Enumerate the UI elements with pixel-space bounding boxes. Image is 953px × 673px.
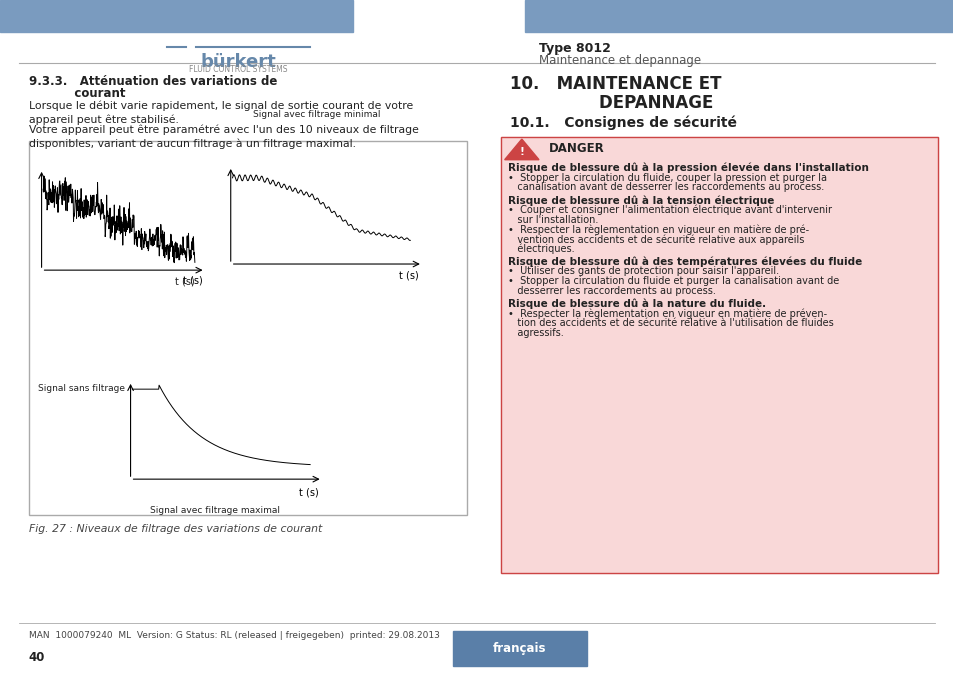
Text: t (s): t (s) bbox=[183, 276, 202, 286]
Bar bbox=[0, 0, 353, 32]
Text: agressifs.: agressifs. bbox=[508, 328, 563, 338]
Text: sur l'installation.: sur l'installation. bbox=[508, 215, 598, 225]
Text: MAN  1000079240  ML  Version: G Status: RL (released | freigegeben)  printed: 29: MAN 1000079240 ML Version: G Status: RL … bbox=[29, 631, 439, 640]
Text: Signal avec filtrage maximal: Signal avec filtrage maximal bbox=[150, 506, 279, 515]
Bar bbox=[29, 141, 467, 515]
Text: bürkert: bürkert bbox=[200, 53, 276, 71]
Text: Risque de blessure dû à des températures élevées du fluide: Risque de blessure dû à des températures… bbox=[508, 256, 862, 267]
Text: Signal sans filtrage: Signal sans filtrage bbox=[38, 384, 125, 392]
Text: DEPANNAGE: DEPANNAGE bbox=[553, 94, 713, 112]
Text: canalisation avant de desserrer les raccordements au process.: canalisation avant de desserrer les racc… bbox=[508, 182, 823, 192]
Text: Signal avec filtrage minimal: Signal avec filtrage minimal bbox=[253, 110, 380, 119]
Text: courant: courant bbox=[29, 87, 125, 100]
Text: Type 8012: Type 8012 bbox=[538, 42, 610, 55]
Text: FLUID CONTROL SYSTEMS: FLUID CONTROL SYSTEMS bbox=[189, 65, 288, 73]
Text: Lorsque le débit varie rapidement, le signal de sortie courant de votre
appareil: Lorsque le débit varie rapidement, le si… bbox=[29, 101, 413, 125]
Text: 10.1.   Consignes de sécurité: 10.1. Consignes de sécurité bbox=[510, 116, 737, 131]
Text: vention des accidents et de sécurité relative aux appareils: vention des accidents et de sécurité rel… bbox=[508, 234, 804, 244]
Bar bbox=[453, 631, 586, 666]
Bar bbox=[524, 0, 953, 32]
Text: t (s): t (s) bbox=[299, 487, 318, 497]
Text: Votre appareil peut être paramétré avec l'un des 10 niveaux de filtrage
disponib: Votre appareil peut être paramétré avec … bbox=[29, 125, 418, 149]
Text: 10.   MAINTENANCE ET: 10. MAINTENANCE ET bbox=[510, 75, 721, 94]
Bar bbox=[500, 137, 937, 573]
Polygon shape bbox=[504, 139, 538, 160]
Text: 9.3.3.   Atténuation des variations de: 9.3.3. Atténuation des variations de bbox=[29, 75, 276, 88]
Text: DANGER: DANGER bbox=[548, 142, 603, 155]
Text: •  Utiliser des gants de protection pour saisir l'appareil.: • Utiliser des gants de protection pour … bbox=[508, 267, 779, 277]
Text: •  Respecter la règlementation en vigueur en matière de pré-: • Respecter la règlementation en vigueur… bbox=[508, 224, 809, 235]
Text: Fig. 27 : Niveaux de filtrage des variations de courant: Fig. 27 : Niveaux de filtrage des variat… bbox=[29, 524, 321, 534]
Bar bbox=[500, 137, 937, 573]
Text: Risque de blessure dû à la tension électrique: Risque de blessure dû à la tension élect… bbox=[508, 195, 774, 205]
Text: 40: 40 bbox=[29, 651, 45, 664]
Text: t (s): t (s) bbox=[174, 277, 194, 287]
Text: •  Couper et consigner l'alimentation électrique avant d'intervenir: • Couper et consigner l'alimentation éle… bbox=[508, 205, 832, 215]
Text: électriques.: électriques. bbox=[508, 244, 575, 254]
Text: !: ! bbox=[518, 147, 524, 157]
Text: •  Respecter la règlementation en vigueur en matière de préven-: • Respecter la règlementation en vigueur… bbox=[508, 308, 827, 319]
Text: français: français bbox=[493, 642, 546, 656]
Text: •  Stopper la circulation du fluide et purger la canalisation avant de: • Stopper la circulation du fluide et pu… bbox=[508, 276, 839, 286]
Text: •  Stopper la circulation du fluide, couper la pression et purger la: • Stopper la circulation du fluide, coup… bbox=[508, 172, 826, 182]
Text: Risque de blessure dû à la nature du fluide.: Risque de blessure dû à la nature du flu… bbox=[508, 299, 766, 309]
Text: Maintenance et depannage: Maintenance et depannage bbox=[538, 54, 700, 67]
Text: Risque de blessure dû à la pression élevée dans l'installation: Risque de blessure dû à la pression élev… bbox=[508, 163, 868, 174]
Text: desserrer les raccordements au process.: desserrer les raccordements au process. bbox=[508, 286, 716, 296]
Text: t (s): t (s) bbox=[399, 271, 418, 281]
Text: tion des accidents et de sécurité relative à l'utilisation de fluides: tion des accidents et de sécurité relati… bbox=[508, 318, 833, 328]
